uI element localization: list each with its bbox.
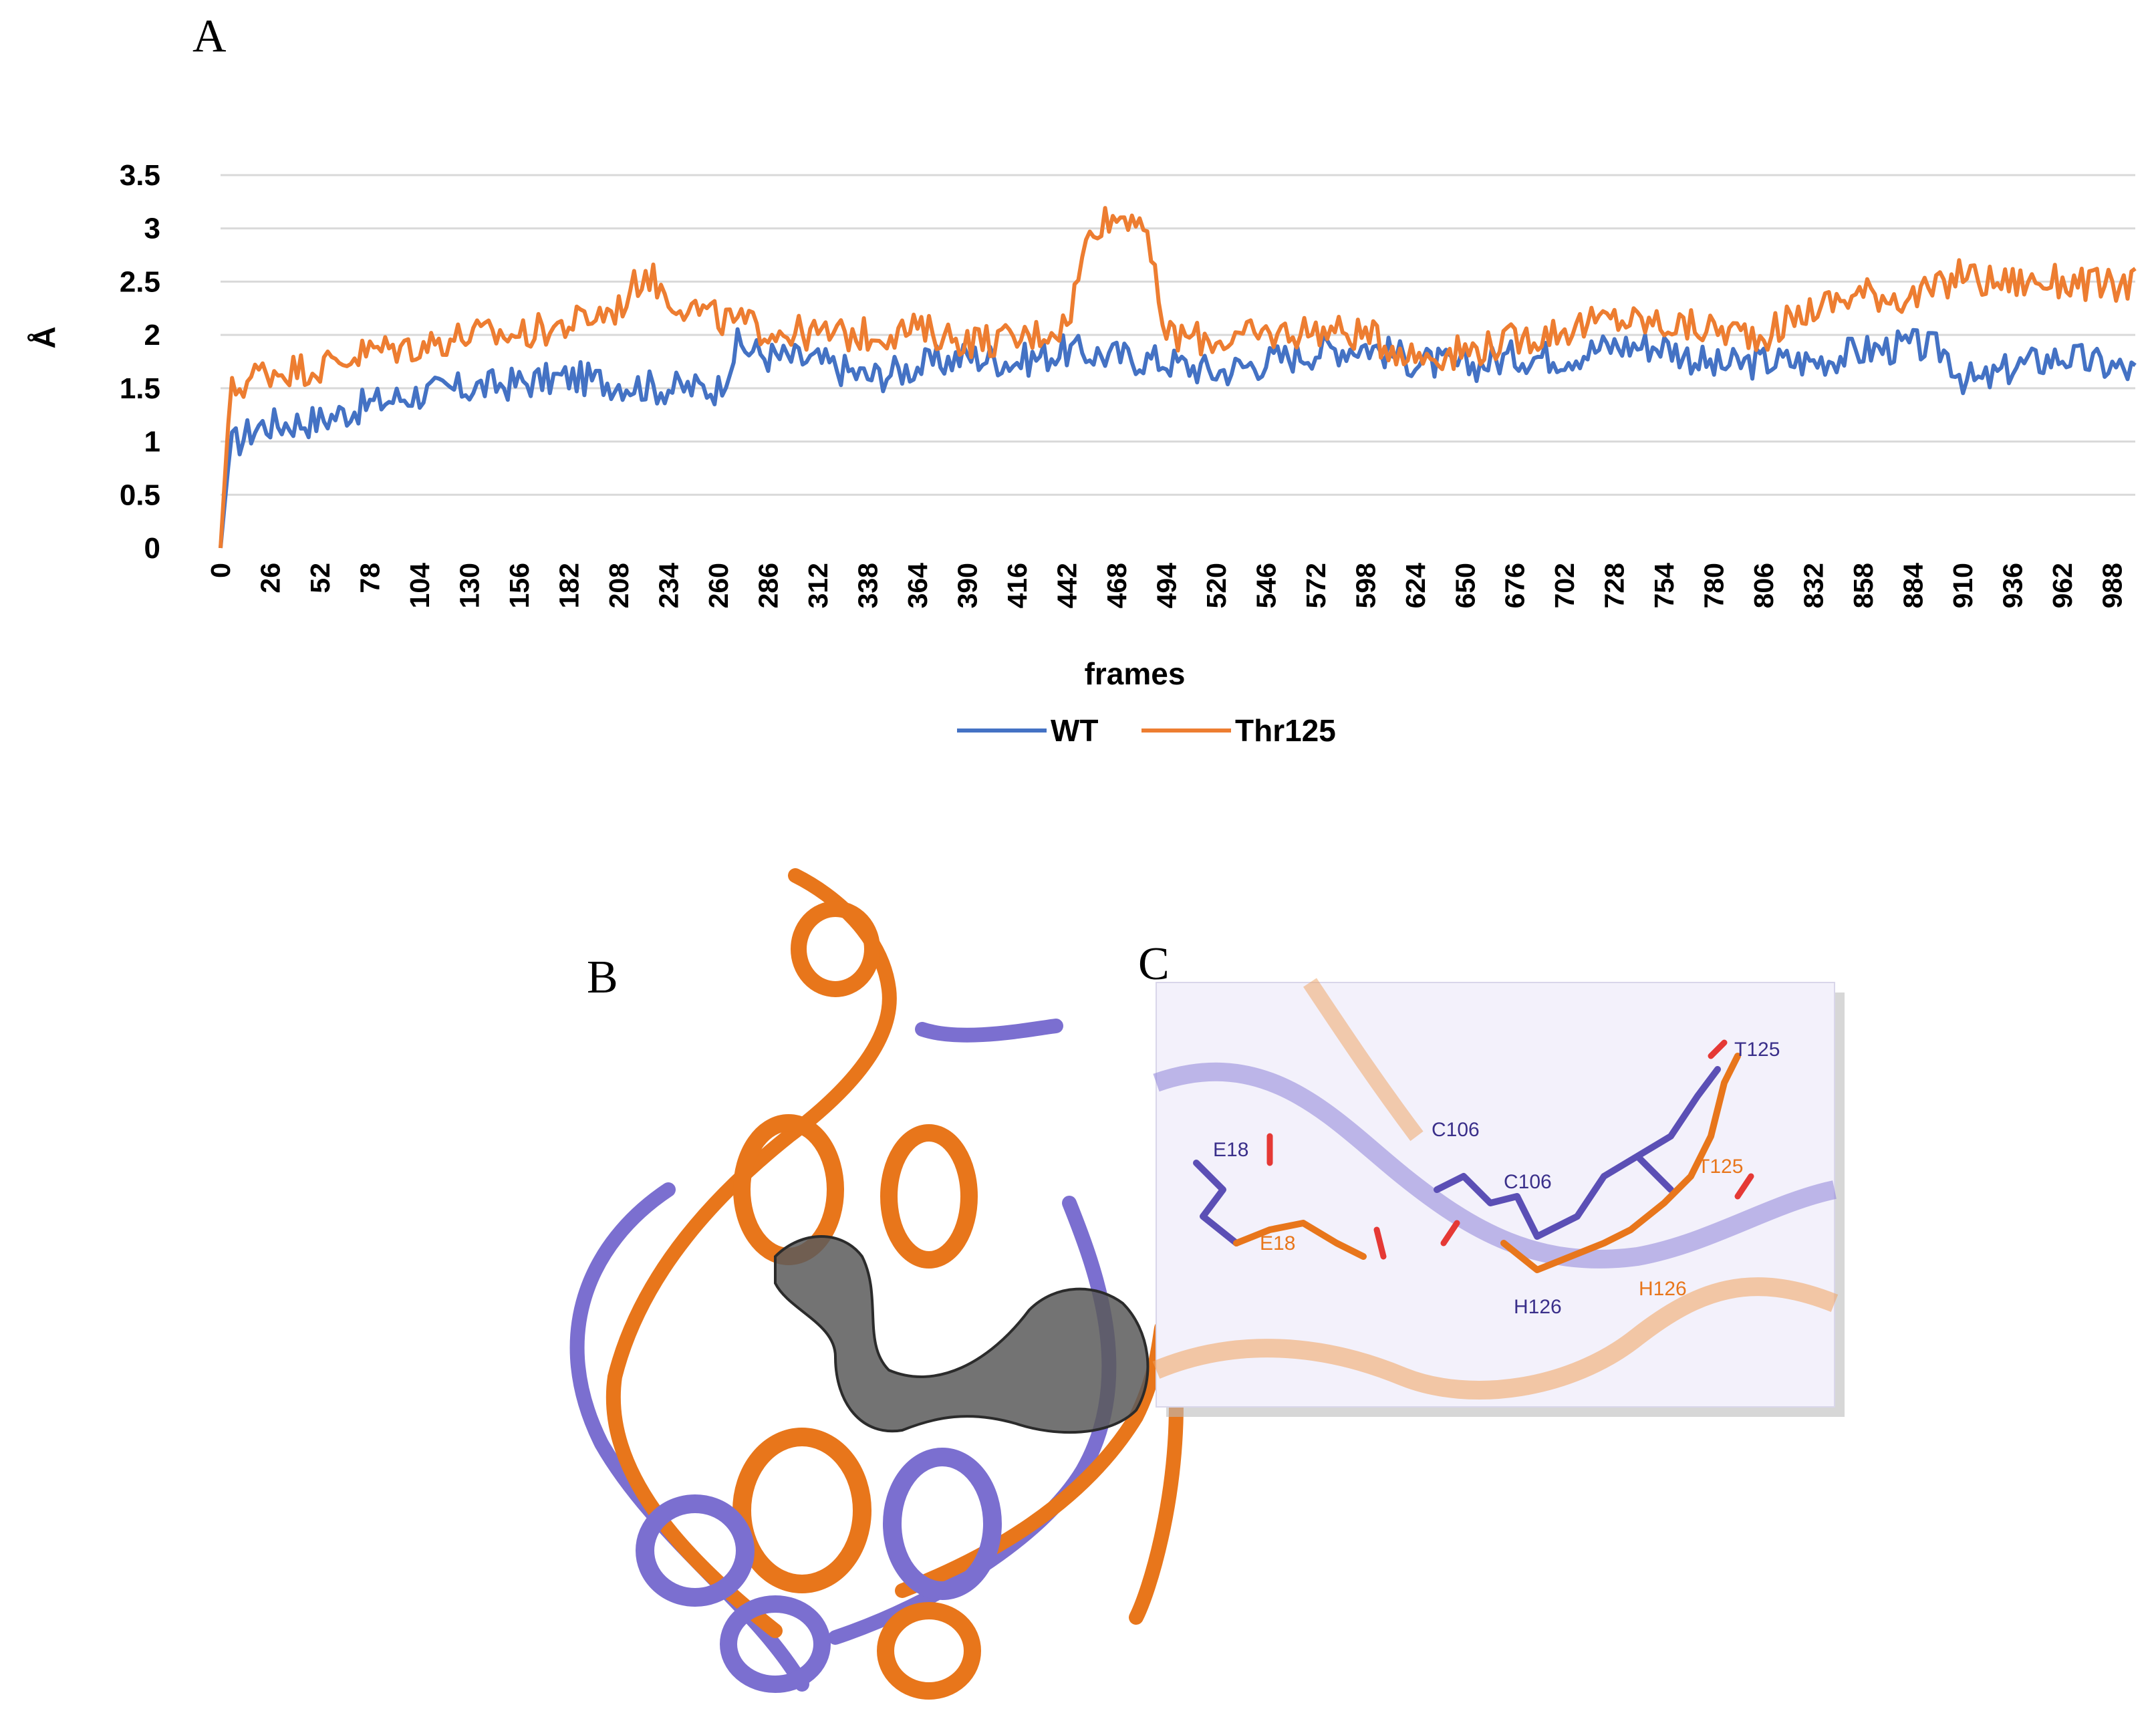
x-tick-label: 312 (803, 563, 833, 608)
x-tick-labels: 0 26 52 78 104 130 156 182 208 234 260 286 312 338 364… (205, 563, 2128, 609)
x-tick-label: 156 (504, 563, 535, 608)
series-line-thr125 (219, 206, 2137, 549)
protein-structure-overlay (569, 868, 1184, 1700)
helix-3 (791, 901, 880, 997)
x-tick-label: 182 (553, 563, 584, 608)
x-tick-label: 208 (603, 563, 634, 608)
y-tick-label: 1 (144, 426, 160, 458)
y-tick-label: 1.5 (120, 372, 160, 405)
residue-label: E18 (1213, 1139, 1248, 1161)
residue-label: H126 (1639, 1278, 1687, 1300)
legend-label-thr125: Thr125 (1235, 713, 1336, 748)
x-tick-label: 858 (1848, 563, 1879, 608)
x-tick-label: 130 (454, 563, 485, 608)
x-tick-label: 884 (1898, 563, 1929, 609)
x-tick-label: 390 (952, 563, 982, 608)
helix-8 (877, 1602, 981, 1700)
y-axis-title: Å (27, 326, 61, 348)
y-tick-label: 2.5 (120, 265, 160, 298)
x-axis-title: frames (1085, 656, 1186, 691)
active-site-inset: E18 C106 C106 T125 T125 E18 H126 H126 (1152, 978, 1845, 1417)
x-tick-label: 806 (1748, 563, 1779, 608)
x-tick-label: 442 (1051, 563, 1082, 608)
legend-label-wt: WT (1051, 713, 1099, 748)
x-tick-label: 546 (1250, 563, 1281, 608)
gridlines (221, 174, 2135, 496)
x-tick-label: 702 (1549, 563, 1580, 608)
x-tick-label: 78 (354, 563, 385, 593)
x-tick-label: 650 (1450, 563, 1480, 608)
residue-label: H126 (1514, 1296, 1562, 1318)
x-tick-label: 260 (703, 563, 734, 608)
x-tick-label: 962 (2047, 563, 2078, 608)
x-tick-label: 910 (1947, 563, 1978, 608)
x-tick-label: 468 (1101, 563, 1132, 608)
y-tick-label: 0.5 (120, 479, 160, 511)
inset-ribbon-mut-2 (1303, 978, 1424, 1142)
helix-7 (720, 1595, 831, 1693)
panel-label-b: B (587, 952, 618, 1003)
y-tick-label: 2 (144, 319, 160, 352)
y-tick-labels: 0 0.5 1 1.5 2 2.5 3 3.5 (120, 159, 160, 565)
y-tick-label: 3.5 (120, 159, 160, 192)
x-tick-label: 572 (1301, 563, 1331, 608)
mutant-sticks (1233, 1053, 1741, 1273)
x-tick-label: 676 (1500, 563, 1530, 608)
x-tick-label: 598 (1350, 563, 1381, 608)
rmsd-line-chart: 0 0.5 1 1.5 2 2.5 3 3.5 0 26 52 78 104 130 156 182 208 2… (27, 159, 2137, 748)
residue-label: T125 (1698, 1156, 1743, 1178)
series-lines (219, 206, 2137, 549)
panel-label-c: C (1138, 938, 1170, 990)
series-line-wt (219, 327, 2137, 549)
residue-label: E18 (1260, 1232, 1295, 1254)
inset-frame (1156, 982, 1835, 1408)
x-tick-label: 728 (1599, 563, 1630, 608)
x-tick-label: 338 (852, 563, 883, 608)
binding-pocket-surface (774, 1235, 1150, 1434)
x-tick-label: 364 (902, 563, 933, 609)
x-tick-label: 494 (1151, 563, 1182, 609)
helix-4 (732, 1428, 871, 1593)
panel-label-a: A (192, 11, 227, 62)
legend: WT Thr125 (957, 713, 1336, 748)
heteroatom-sticks (1266, 1039, 1754, 1260)
x-tick-label: 104 (404, 563, 435, 609)
x-tick-label: 754 (1649, 563, 1679, 609)
residue-label: C106 (1432, 1119, 1480, 1141)
x-tick-label: 0 (205, 563, 236, 578)
x-tick-label: 234 (653, 563, 684, 609)
helix-5 (883, 1448, 1002, 1600)
y-tick-label: 0 (144, 532, 160, 565)
x-tick-label: 416 (1002, 563, 1033, 608)
residue-label: T125 (1734, 1039, 1780, 1061)
x-tick-label: 780 (1699, 563, 1730, 608)
helix-1 (880, 1124, 978, 1269)
x-tick-label: 520 (1201, 563, 1232, 608)
wt-sticks (1193, 1066, 1721, 1246)
x-tick-label: 26 (255, 563, 285, 593)
inset-ribbon-mut (1152, 1277, 1839, 1400)
residue-labels: E18 C106 C106 T125 T125 E18 H126 H126 (1213, 1039, 1780, 1318)
x-tick-label: 624 (1400, 563, 1431, 609)
x-tick-label: 52 (305, 563, 335, 593)
residue-label: C106 (1504, 1171, 1552, 1193)
x-tick-label: 286 (753, 563, 783, 608)
x-tick-label: 936 (1998, 563, 2028, 608)
x-tick-label: 832 (1798, 563, 1829, 608)
x-tick-label: 988 (2097, 563, 2128, 608)
helix-6 (636, 1494, 755, 1607)
y-tick-label: 3 (144, 213, 160, 245)
inset-ribbon-wt (1153, 1062, 1837, 1269)
